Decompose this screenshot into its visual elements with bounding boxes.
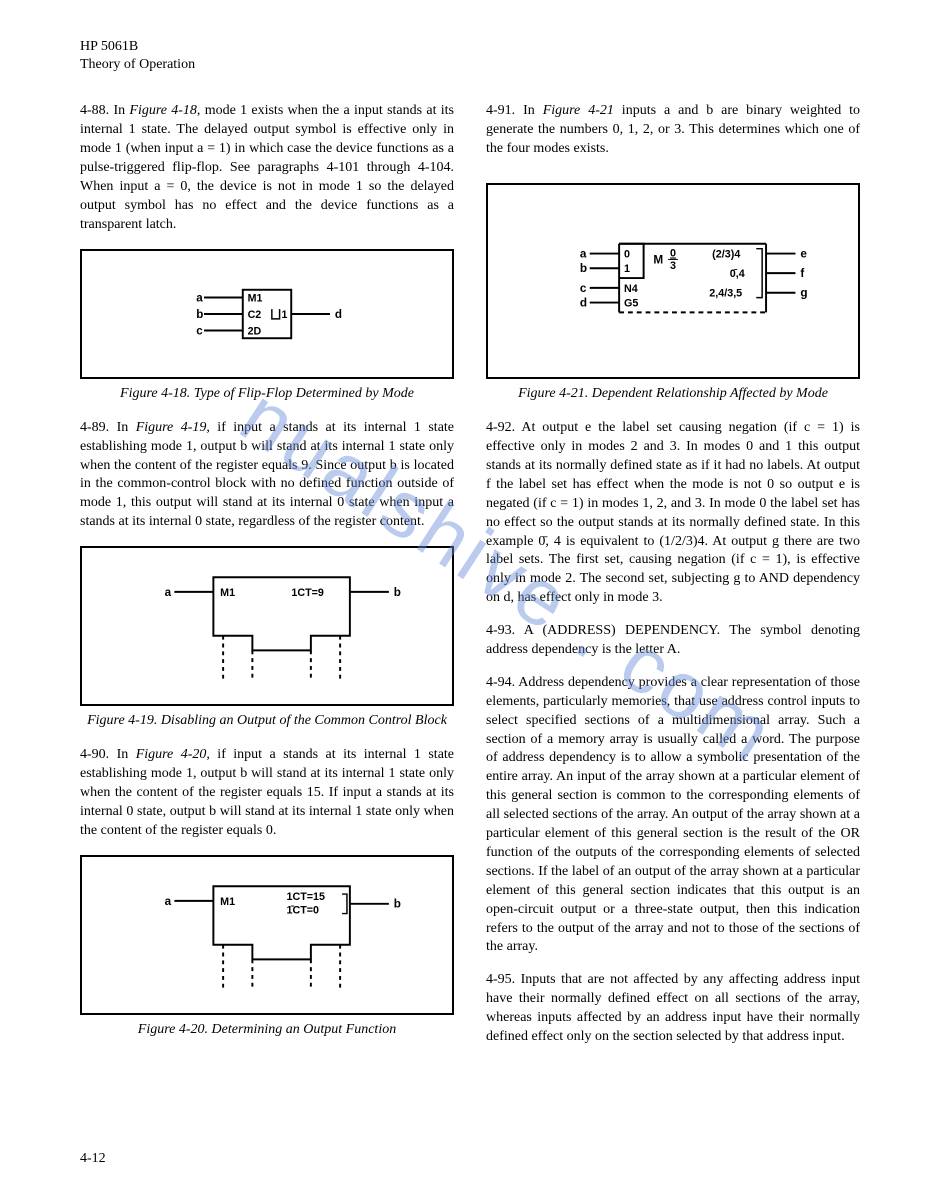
svg-text:a: a [580,248,587,261]
svg-text:a: a [196,291,203,304]
svg-text:b: b [580,262,587,275]
paragraph-4-89: 4-89. In Figure 4-19, if input a stands … [80,419,454,532]
svg-text:b: b [196,307,203,320]
svg-text:c: c [580,282,587,295]
page-header: HP 5061B Theory of Operation [80,38,860,74]
svg-text:M1: M1 [220,587,235,599]
svg-text:c: c [196,324,203,337]
paragraph-4-95: 4-95. Inputs that are not affected by an… [486,971,860,1047]
left-column: 4-88. In Figure 4-18, mode 1 exists when… [80,102,454,1060]
svg-text:a: a [165,586,172,599]
svg-text:0: 0 [670,248,676,260]
svg-text:M1: M1 [220,896,235,908]
svg-text:2D: 2D [248,325,262,337]
svg-text:3: 3 [670,260,676,272]
figure-4-21-caption: Figure 4-21. Dependent Relationship Affe… [486,385,860,403]
content-columns: 4-88. In Figure 4-18, mode 1 exists when… [80,102,860,1060]
svg-text:f: f [800,267,804,280]
paragraph-4-93: 4-93. A (ADDRESS) DEPENDENCY. The symbol… [486,622,860,660]
svg-text:1: 1 [624,263,630,275]
right-column: 4-91. In Figure 4-21 inputs a and b are … [486,102,860,1060]
paragraph-4-92: 4-92. At output e the label set causing … [486,419,860,608]
svg-text:0̄,4: 0̄,4 [730,268,745,280]
figure-4-19-caption: Figure 4-19. Disabling an Output of the … [80,712,454,730]
svg-text:M1: M1 [248,292,263,304]
svg-text:1CT=9: 1CT=9 [291,587,324,599]
paragraph-4-91: 4-91. In Figure 4-21 inputs a and b are … [486,102,860,159]
figure-4-18-box: a b c M1 C2 2D 1 d [80,249,454,379]
svg-text:d: d [335,307,342,320]
figure-4-20-box: a M1 1CT=15 1̄CT=0 b [80,855,454,1015]
svg-text:M: M [653,253,663,266]
paragraph-4-88: 4-88. In Figure 4-18, mode 1 exists when… [80,102,454,234]
svg-text:e: e [800,248,807,261]
svg-text:1CT=15: 1CT=15 [287,891,325,903]
svg-text:b: b [394,586,401,599]
svg-text:G5: G5 [624,298,638,310]
header-line-2: Theory of Operation [80,56,860,74]
svg-text:0: 0 [624,249,630,261]
header-line-1: HP 5061B [80,38,860,56]
svg-text:1: 1 [282,308,288,320]
figure-4-19-box: a M1 1CT=9 b [80,546,454,706]
svg-text:b: b [394,897,401,910]
svg-text:C2: C2 [248,308,262,320]
page-number: 4-12 [80,1151,106,1167]
svg-text:a: a [165,895,172,908]
svg-text:g: g [800,287,807,300]
paragraph-4-94: 4-94. Address dependency provides a clea… [486,674,860,957]
svg-text:(2/3)4: (2/3)4 [712,249,740,261]
svg-text:2,4/3,5: 2,4/3,5 [709,288,742,300]
paragraph-4-90: 4-90. In Figure 4-20, if input a stands … [80,746,454,840]
figure-4-21-box: a b c d 0 1 N4 G5 M 0 3 (2/3)4 0̄,4 2,4/… [486,183,860,379]
svg-text:1̄CT=0: 1̄CT=0 [287,904,320,916]
svg-text:d: d [580,297,587,310]
figure-4-18-caption: Figure 4-18. Type of Flip-Flop Determine… [80,385,454,403]
svg-text:N4: N4 [624,283,638,295]
figure-4-20-caption: Figure 4-20. Determining an Output Funct… [80,1021,454,1039]
